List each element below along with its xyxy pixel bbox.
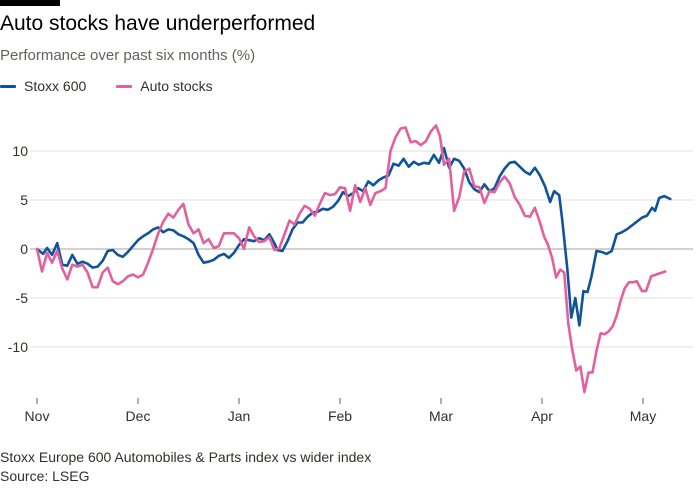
series-line-stoxx600 — [35, 146, 672, 327]
legend: Stoxx 600 Auto stocks — [0, 78, 243, 94]
footer-source: Source: LSEG — [0, 468, 90, 484]
x-tick-label: Nov — [25, 408, 50, 424]
brand-bar — [0, 0, 60, 6]
x-tick-label: Dec — [126, 408, 151, 424]
series-line-auto-stocks — [35, 124, 667, 394]
y-tick-label: 10 — [12, 143, 28, 159]
legend-item-stoxx600: Stoxx 600 — [0, 78, 86, 94]
x-tick-label: Mar — [429, 408, 453, 424]
x-tick-label: Apr — [531, 408, 553, 424]
y-tick-label: 5 — [20, 192, 28, 208]
legend-swatch-auto-stocks — [116, 84, 133, 88]
y-tick-label: -10 — [8, 339, 28, 355]
chart-title: Auto stocks have underperformed — [0, 12, 316, 35]
x-tick-label: May — [630, 408, 656, 424]
chart-subtitle: Performance over past six months (%) — [0, 47, 256, 64]
x-tick-label: Jan — [228, 408, 251, 424]
y-tick-label: 0 — [20, 241, 28, 257]
x-tick-label: Feb — [328, 408, 352, 424]
legend-swatch-stoxx600 — [0, 84, 16, 88]
y-tick-label: -5 — [16, 290, 29, 306]
footer-note: Stoxx Europe 600 Automobiles & Parts ind… — [0, 449, 372, 465]
legend-item-auto-stocks: Auto stocks — [116, 78, 213, 94]
legend-label-stoxx600: Stoxx 600 — [24, 78, 87, 94]
legend-label-auto-stocks: Auto stocks — [140, 78, 213, 94]
line-chart: 10 5 0 -5 -10 Nov Dec Jan Feb Mar Apr May — [8, 124, 693, 424]
